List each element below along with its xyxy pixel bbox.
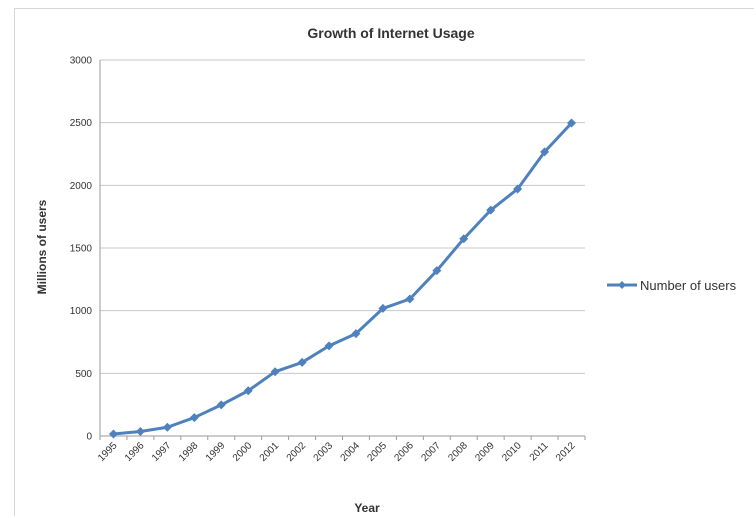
data-point-marker bbox=[135, 426, 145, 436]
data-point-marker bbox=[405, 294, 415, 304]
data-point-marker bbox=[216, 400, 226, 410]
legend: Number of users bbox=[607, 278, 737, 293]
data-point-marker bbox=[378, 303, 388, 313]
y-tick-label: 2500 bbox=[70, 118, 93, 129]
chart-title: Growth of Internet Usage bbox=[307, 25, 474, 41]
data-point-marker bbox=[189, 413, 199, 423]
x-tick-label: 2001 bbox=[258, 440, 282, 464]
y-tick-label: 1000 bbox=[70, 306, 93, 317]
data-point-marker bbox=[162, 422, 172, 432]
y-tick-label: 2000 bbox=[70, 181, 93, 192]
data-point-marker bbox=[324, 341, 334, 351]
x-tick-label: 2002 bbox=[285, 440, 309, 464]
y-tick-label: 3000 bbox=[70, 56, 93, 67]
legend-series-marker bbox=[618, 281, 626, 289]
x-tick-label: 2008 bbox=[446, 440, 470, 464]
axes bbox=[99, 60, 586, 440]
x-tick-label: 1999 bbox=[204, 440, 228, 464]
data-point-marker bbox=[243, 386, 253, 396]
x-tick-label: 2000 bbox=[231, 440, 255, 464]
x-tick-label: 1996 bbox=[123, 440, 147, 464]
x-tick-label: 1995 bbox=[96, 440, 120, 464]
gridlines bbox=[100, 59, 585, 374]
data-point-marker bbox=[270, 367, 280, 377]
series-group bbox=[108, 118, 577, 439]
x-tick-label: 2010 bbox=[500, 440, 524, 464]
y-axis-title: Millions of users bbox=[35, 199, 49, 294]
series-line bbox=[111, 121, 574, 436]
data-point-marker bbox=[432, 266, 442, 276]
x-tick-label: 2011 bbox=[528, 440, 551, 463]
y-tick-labels: 0 500 1000 1500 2000 2500 3000 bbox=[70, 56, 93, 443]
x-tick-label: 1998 bbox=[177, 440, 201, 464]
x-tick-label: 2004 bbox=[339, 440, 363, 464]
data-point-marker bbox=[567, 118, 577, 128]
legend-series-label: Number of users bbox=[640, 278, 737, 293]
data-point-marker bbox=[297, 357, 307, 367]
data-point-marker bbox=[351, 329, 361, 339]
x-tick-label: 2007 bbox=[419, 440, 443, 464]
x-tick-labels: 1995 1996 1997 1998 1999 2000 2001 2002 2003 2004… bbox=[96, 440, 578, 464]
x-tick-label: 1997 bbox=[150, 440, 174, 464]
y-tick-label: 0 bbox=[86, 432, 92, 443]
x-tick-label: 2006 bbox=[392, 440, 416, 464]
x-tick-label: 2012 bbox=[554, 440, 578, 464]
x-tick-label: 2009 bbox=[473, 440, 497, 464]
y-tick-label: 500 bbox=[75, 369, 92, 380]
data-point-marker bbox=[513, 184, 523, 194]
data-point-marker bbox=[459, 234, 469, 244]
x-tick-label: 2005 bbox=[366, 440, 390, 464]
chart-frame bbox=[14, 8, 754, 516]
y-tick-label: 1500 bbox=[70, 244, 93, 255]
x-axis-title: Year bbox=[354, 501, 380, 515]
data-point-marker bbox=[486, 205, 496, 215]
data-point-marker bbox=[108, 429, 118, 439]
data-point-marker bbox=[540, 147, 550, 157]
x-tick-label: 2003 bbox=[312, 440, 336, 464]
